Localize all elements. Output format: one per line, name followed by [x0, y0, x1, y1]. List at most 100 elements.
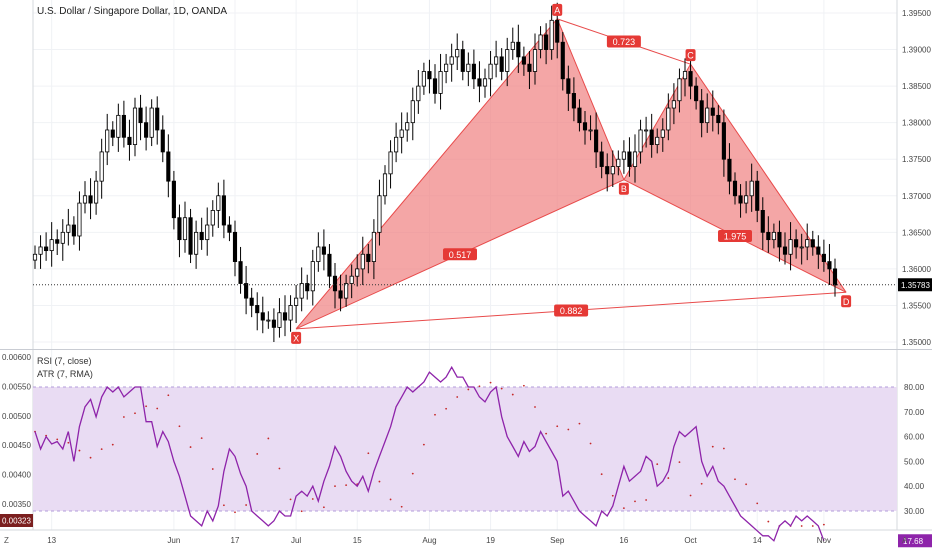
- candle-body[interactable]: [482, 78, 488, 87]
- candle-body[interactable]: [416, 85, 421, 102]
- candle-body[interactable]: [721, 122, 726, 160]
- candle-body[interactable]: [71, 224, 76, 237]
- candle-body[interactable]: [310, 261, 315, 292]
- candle-body[interactable]: [766, 231, 771, 241]
- candle-body[interactable]: [94, 180, 99, 204]
- candle-body[interactable]: [316, 246, 321, 262]
- candle-body[interactable]: [432, 78, 438, 94]
- candle-body[interactable]: [582, 122, 588, 131]
- candle-body[interactable]: [710, 107, 715, 116]
- candle-body[interactable]: [371, 231, 376, 262]
- candle-body[interactable]: [777, 231, 782, 248]
- pattern-point-a[interactable]: A: [552, 3, 563, 16]
- candle-body[interactable]: [132, 107, 138, 145]
- candle-body[interactable]: [655, 136, 660, 146]
- candle-body[interactable]: [682, 71, 688, 80]
- last-price-tag[interactable]: 1.35783: [898, 278, 932, 292]
- pattern-point-d[interactable]: D: [841, 295, 852, 308]
- candle-body[interactable]: [427, 71, 432, 80]
- candle-body[interactable]: [577, 107, 582, 124]
- candle-body[interactable]: [110, 129, 115, 138]
- candle-body[interactable]: [516, 41, 521, 58]
- candle-body[interactable]: [410, 100, 415, 124]
- candle-body[interactable]: [699, 100, 704, 124]
- candle-body[interactable]: [494, 56, 499, 65]
- candle-body[interactable]: [66, 224, 71, 233]
- candle-body[interactable]: [549, 19, 554, 50]
- candle-body[interactable]: [621, 151, 626, 160]
- candle-body[interactable]: [760, 209, 765, 233]
- candle-body[interactable]: [738, 195, 743, 204]
- candle-body[interactable]: [749, 180, 754, 197]
- candle-body[interactable]: [382, 173, 388, 197]
- candle-body[interactable]: [399, 129, 404, 138]
- candle-body[interactable]: [227, 224, 232, 233]
- candle-body[interactable]: [327, 253, 332, 277]
- candle-body[interactable]: [821, 253, 826, 262]
- rsi-last-tag[interactable]: 17.68: [898, 534, 932, 548]
- candle-body[interactable]: [121, 114, 126, 138]
- candle-body[interactable]: [571, 93, 576, 109]
- candle-body[interactable]: [182, 217, 188, 241]
- candle-body[interactable]: [38, 246, 43, 255]
- candle-body[interactable]: [305, 283, 310, 292]
- candle-body[interactable]: [827, 261, 832, 270]
- candle-body[interactable]: [88, 195, 93, 204]
- candle-body[interactable]: [732, 180, 738, 197]
- candle-body[interactable]: [171, 180, 176, 219]
- atr-legend[interactable]: ATR (7, RMA): [37, 369, 93, 379]
- candle-body[interactable]: [799, 246, 804, 249]
- candle-body[interactable]: [555, 19, 560, 43]
- candle-body[interactable]: [794, 239, 799, 248]
- candle-body[interactable]: [44, 246, 49, 252]
- candle-body[interactable]: [527, 63, 532, 72]
- candle-body[interactable]: [705, 107, 710, 124]
- candle-body[interactable]: [55, 239, 60, 244]
- candle-body[interactable]: [377, 195, 382, 233]
- candle-body[interactable]: [421, 71, 426, 87]
- candle-body[interactable]: [627, 151, 632, 167]
- candle-body[interactable]: [288, 305, 293, 321]
- ratio-label[interactable]: 1.975: [718, 229, 752, 242]
- candle-body[interactable]: [349, 275, 354, 284]
- candle-body[interactable]: [788, 239, 793, 255]
- candle-body[interactable]: [616, 158, 621, 167]
- candle-body[interactable]: [771, 231, 776, 241]
- rsi-legend[interactable]: RSI (7, close): [37, 356, 92, 366]
- candle-body[interactable]: [221, 195, 226, 226]
- candle-body[interactable]: [744, 195, 749, 204]
- candle-body[interactable]: [332, 275, 338, 292]
- candle-body[interactable]: [155, 107, 160, 131]
- candle-body[interactable]: [388, 151, 393, 175]
- candle-body[interactable]: [127, 136, 132, 146]
- candle-body[interactable]: [477, 78, 482, 87]
- pattern-point-x[interactable]: X: [291, 331, 302, 344]
- candle-body[interactable]: [266, 319, 271, 322]
- candle-body[interactable]: [299, 283, 304, 299]
- candle-body[interactable]: [205, 224, 210, 241]
- candle-body[interactable]: [60, 231, 65, 244]
- candle-body[interactable]: [394, 136, 399, 153]
- ratio-label[interactable]: 0.723: [606, 35, 641, 48]
- candle-body[interactable]: [116, 114, 121, 138]
- candle-body[interactable]: [816, 246, 821, 255]
- candle-body[interactable]: [144, 122, 149, 138]
- candle-body[interactable]: [271, 319, 276, 328]
- candle-body[interactable]: [532, 49, 538, 72]
- candle-body[interactable]: [610, 166, 615, 175]
- candle-body[interactable]: [805, 239, 810, 248]
- candle-body[interactable]: [405, 122, 410, 131]
- ratio-label[interactable]: 0.517: [443, 248, 477, 261]
- candle-body[interactable]: [671, 100, 676, 109]
- candle-body[interactable]: [160, 129, 165, 153]
- ratio-label[interactable]: 0.882: [554, 304, 589, 317]
- candle-body[interactable]: [677, 78, 682, 102]
- candle-body[interactable]: [544, 34, 549, 50]
- candle-body[interactable]: [366, 253, 371, 262]
- candle-body[interactable]: [138, 107, 143, 124]
- candle-body[interactable]: [538, 34, 543, 50]
- candle-body[interactable]: [444, 63, 449, 72]
- candle-body[interactable]: [510, 41, 515, 50]
- candle-body[interactable]: [499, 56, 504, 72]
- candle-body[interactable]: [49, 239, 54, 252]
